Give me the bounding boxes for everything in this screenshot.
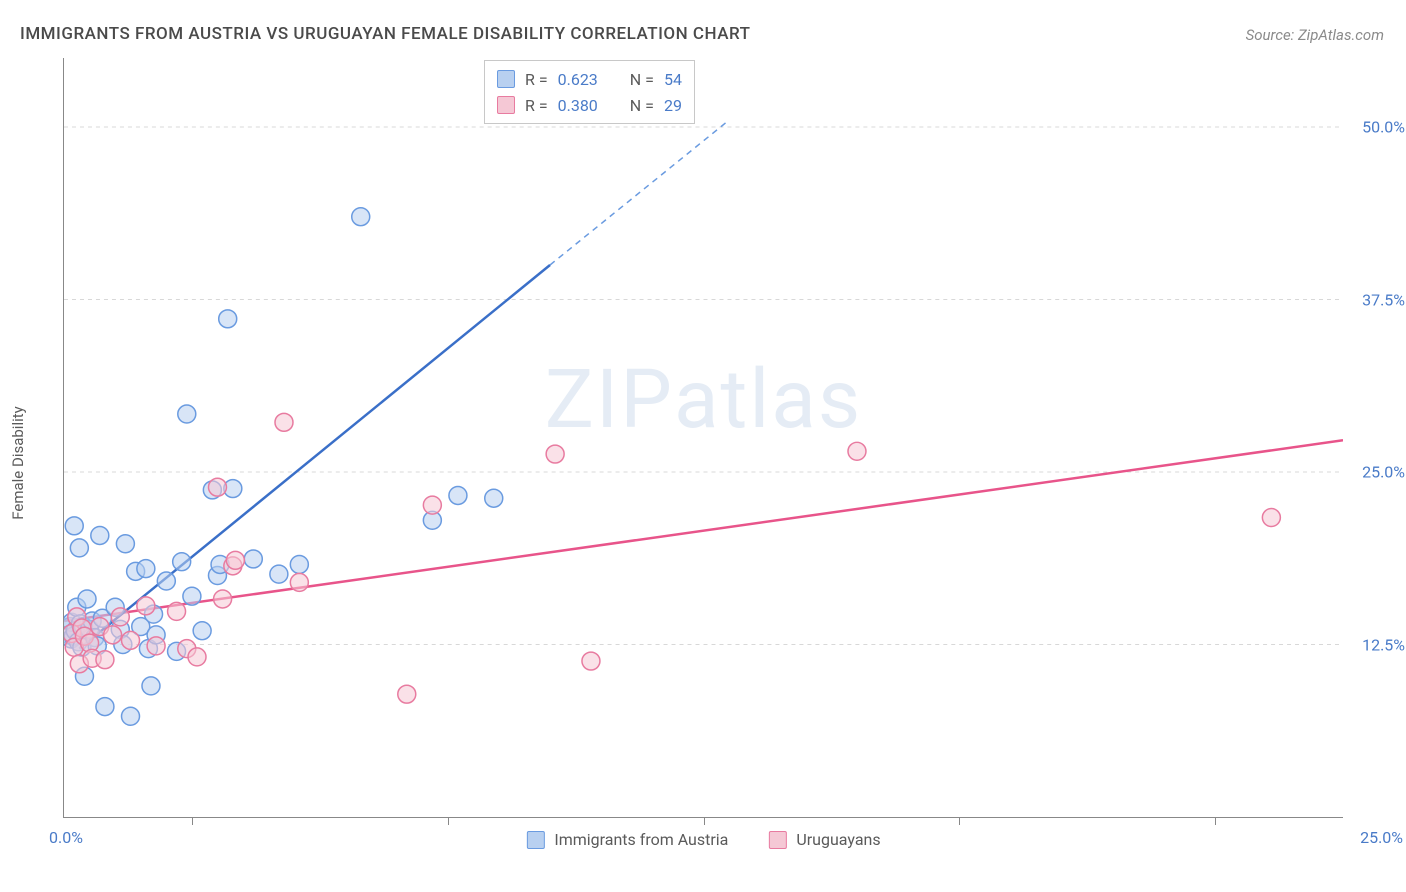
x-tick [704,817,705,825]
scatter-point [208,478,226,496]
scatter-point [122,631,140,649]
scatter-point [244,550,262,568]
scatter-point [96,651,114,669]
chart-title: IMMIGRANTS FROM AUSTRIA VS URUGUAYAN FEM… [20,24,750,44]
x-tick [448,817,449,825]
scatter-point [147,637,165,655]
scatter-point [290,573,308,591]
scatter-point [449,486,467,504]
legend-label-pink: Uruguayans [796,830,880,849]
scatter-point [275,413,293,431]
scatter-point [188,648,206,666]
scatter-point [398,685,416,703]
scatter-point [582,652,600,670]
scatter-point [104,626,122,644]
swatch-icon [768,831,786,849]
bottom-legend: Immigrants from Austria Uruguayans [526,830,880,849]
scatter-point [157,572,175,590]
r-label: R = [525,96,548,115]
scatter-point [70,539,88,557]
scatter-point [546,445,564,463]
swatch-icon [497,70,515,88]
scatter-point [193,622,211,640]
scatter-point [91,526,109,544]
scatter-point [168,602,186,620]
scatter-point [183,587,201,605]
r-value-blue: 0.623 [558,70,598,89]
legend-item-pink: Uruguayans [768,830,880,849]
scatter-point [111,608,129,626]
scatter-point [352,208,370,226]
legend-item-blue: Immigrants from Austria [526,830,728,849]
chart-svg [64,58,1343,817]
swatch-icon [526,831,544,849]
source-attribution: Source: ZipAtlas.com [1246,26,1384,44]
scatter-point [65,517,83,535]
trend-line [550,120,729,265]
x-axis-max-label: 25.0% [1360,828,1403,847]
scatter-point [122,707,140,725]
scatter-point [1262,509,1280,527]
y-axis-label: Female Disability [9,406,27,520]
scatter-point [485,489,503,507]
y-tick-label: 37.5% [1362,290,1405,309]
n-value-blue: 54 [664,70,682,89]
y-tick-label: 12.5% [1362,635,1405,654]
scatter-point [178,405,196,423]
scatter-point [219,310,237,328]
scatter-point [848,442,866,460]
scatter-point [137,597,155,615]
scatter-point [423,496,441,514]
n-label: N = [630,96,654,115]
scatter-point [116,535,134,553]
scatter-point [173,553,191,571]
y-tick-label: 25.0% [1362,463,1405,482]
stats-row-blue: R = 0.623 N = 54 [497,66,682,92]
y-tick-label: 50.0% [1362,118,1405,137]
scatter-point [290,555,308,573]
scatter-point [78,590,96,608]
x-tick [192,817,193,825]
r-value-pink: 0.380 [558,96,598,115]
trend-line [79,265,550,649]
swatch-icon [497,96,515,114]
scatter-point [137,560,155,578]
scatter-point [142,677,160,695]
plot-area: ZIPatlas R = 0.623 N = 54 R = 0.380 N = … [63,58,1343,818]
x-tick [1215,817,1216,825]
scatter-point [270,565,288,583]
n-value-pink: 29 [664,96,682,115]
x-axis-origin-label: 0.0% [49,828,83,847]
n-label: N = [630,70,654,89]
x-tick [959,817,960,825]
trend-line [64,440,1343,621]
legend-label-blue: Immigrants from Austria [554,830,728,849]
r-label: R = [525,70,548,89]
stats-row-pink: R = 0.380 N = 29 [497,92,682,118]
scatter-point [226,551,244,569]
scatter-point [96,698,114,716]
scatter-point [214,590,232,608]
chart-container: Female Disability ZIPatlas R = 0.623 N =… [48,58,1388,868]
stats-legend-box: R = 0.623 N = 54 R = 0.380 N = 29 [484,60,695,124]
